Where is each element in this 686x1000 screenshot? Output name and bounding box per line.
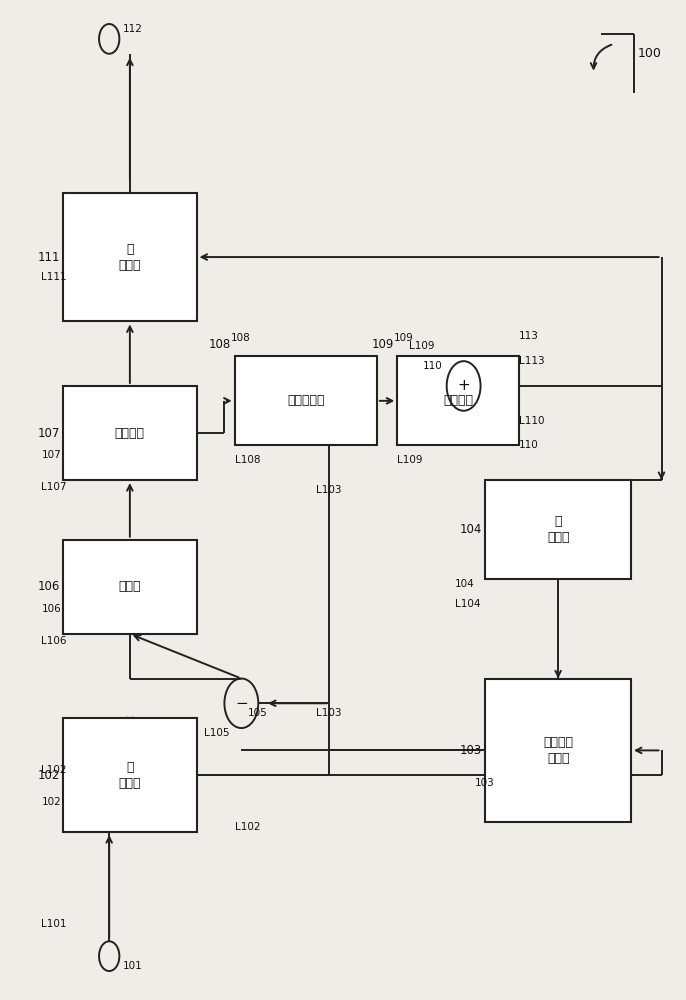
Text: 帧
存储器: 帧 存储器 (547, 515, 569, 544)
Text: L102: L102 (235, 822, 260, 832)
Text: 101: 101 (123, 961, 143, 971)
Text: L113: L113 (519, 356, 545, 366)
Text: L103: L103 (316, 708, 342, 718)
Bar (63, 386, 197, 480)
Text: 逆量子化器: 逆量子化器 (287, 394, 324, 407)
Text: L110: L110 (519, 416, 545, 426)
Text: L102: L102 (41, 765, 67, 775)
Text: 109: 109 (371, 338, 394, 351)
Text: 103: 103 (460, 744, 482, 757)
Text: 103: 103 (475, 778, 495, 788)
Text: 113: 113 (519, 331, 539, 341)
Text: 106: 106 (37, 580, 60, 593)
Text: 108: 108 (231, 333, 251, 343)
Text: 102: 102 (41, 797, 61, 807)
Text: 106: 106 (41, 604, 61, 614)
Text: 110: 110 (519, 440, 539, 450)
Text: L108: L108 (235, 455, 260, 465)
Bar (485, 679, 631, 822)
Text: 熵
编码器: 熵 编码器 (119, 243, 141, 272)
Text: L111: L111 (41, 272, 67, 282)
Text: L104: L104 (455, 599, 480, 609)
Text: L101: L101 (41, 919, 67, 929)
Text: +: + (458, 378, 470, 393)
Text: 111: 111 (37, 251, 60, 264)
Text: 110: 110 (423, 361, 442, 371)
Text: L106: L106 (41, 636, 67, 646)
Text: L109: L109 (397, 455, 423, 465)
Text: L103: L103 (316, 485, 342, 495)
Text: 逆变换器: 逆变换器 (443, 394, 473, 407)
Text: 块
分割器: 块 分割器 (119, 761, 141, 790)
Text: 量子化器: 量子化器 (115, 427, 145, 440)
Text: 107: 107 (37, 427, 60, 440)
Bar (63, 193, 197, 321)
Text: −: − (235, 696, 248, 711)
Text: L107: L107 (41, 482, 67, 492)
Bar (235, 356, 377, 445)
Text: 104: 104 (460, 523, 482, 536)
Bar (63, 540, 197, 634)
Bar (397, 356, 519, 445)
Text: 107: 107 (41, 450, 61, 460)
Text: 108: 108 (209, 338, 231, 351)
Text: 变换器: 变换器 (119, 580, 141, 593)
Text: 102: 102 (37, 769, 60, 782)
Text: 109: 109 (394, 333, 414, 343)
Text: 预测信号
生成器: 预测信号 生成器 (543, 736, 573, 765)
Text: 100: 100 (638, 47, 662, 60)
Text: L105: L105 (204, 728, 230, 738)
Text: L109: L109 (410, 341, 435, 351)
Bar (63, 718, 197, 832)
Bar (485, 480, 631, 579)
Text: 105: 105 (248, 708, 268, 718)
Text: 112: 112 (123, 24, 143, 34)
Text: 104: 104 (455, 579, 475, 589)
